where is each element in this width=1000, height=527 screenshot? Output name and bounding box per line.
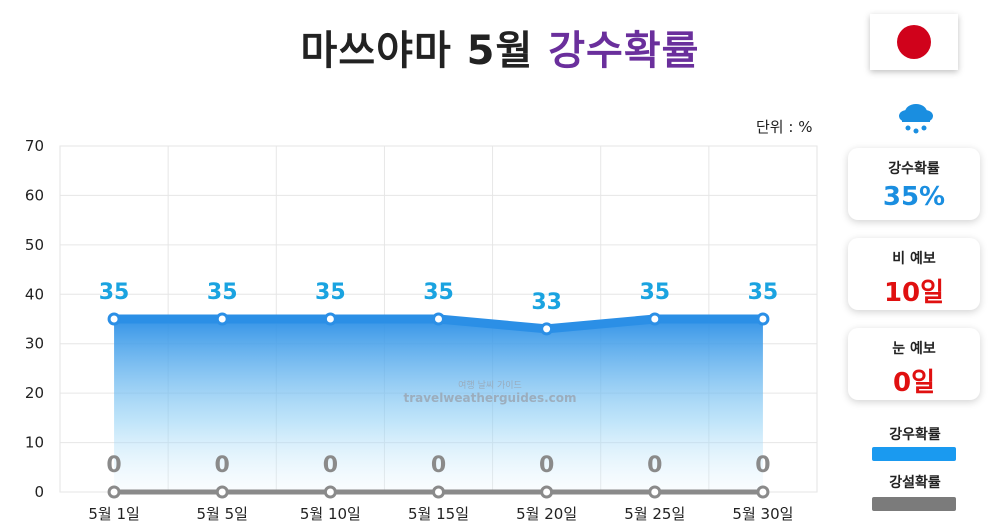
snow-data-label: 0 <box>431 453 446 478</box>
x-tick-label: 5월 30일 <box>732 505 793 523</box>
rain-data-label: 35 <box>207 280 238 305</box>
rain-forecast-card: 비 예보 10일 <box>848 238 980 310</box>
snow-data-label: 0 <box>755 453 770 478</box>
rain-cloud-icon <box>899 104 933 134</box>
title-main: 마쓰야마 5월 <box>300 28 534 74</box>
snow-point <box>756 485 770 499</box>
legend-snow-swatch <box>872 497 956 511</box>
y-tick-label: 70 <box>25 137 44 155</box>
japan-flag-icon <box>870 14 958 70</box>
legend-rain-label: 강우확률 <box>889 427 941 443</box>
rain-data-label: 35 <box>423 280 454 305</box>
snow-data-label: 0 <box>647 453 662 478</box>
y-tick-label: 10 <box>25 434 44 452</box>
snow-point <box>215 485 229 499</box>
y-tick-label: 0 <box>34 483 44 501</box>
rain-area <box>114 319 763 492</box>
y-tick-label: 50 <box>25 236 44 254</box>
watermark: 여행 날씨 가이드 travelweatherguides.com <box>380 378 600 405</box>
y-tick-label: 30 <box>25 335 44 353</box>
snow-point <box>107 485 121 499</box>
snow-point <box>540 485 554 499</box>
snow-point <box>432 485 445 499</box>
legend-snow-label: 강설확률 <box>889 475 941 491</box>
unit-label: 단위 : % <box>756 118 813 136</box>
snow-forecast-card: 눈 예보 0일 <box>848 328 980 400</box>
rain-point <box>323 312 337 326</box>
y-tick-label: 40 <box>25 285 44 303</box>
precip-prob-label: 강수확률 <box>888 161 940 177</box>
x-tick-label: 5월 5일 <box>196 505 247 523</box>
precip-prob-value: 35% <box>882 182 946 212</box>
snow-forecast-label: 눈 예보 <box>892 341 936 357</box>
rain-point <box>540 322 554 336</box>
precip-chart: 0 10 20 30 40 50 60 70 5월 1일 5월 5일 5월 10일 5월 15일 5월 … <box>25 137 818 523</box>
y-tick-label: 60 <box>25 186 44 204</box>
snow-data-label: 0 <box>539 453 554 478</box>
rain-data-label: 35 <box>639 280 670 305</box>
x-tick-label: 5월 20일 <box>516 505 577 523</box>
snow-data-label: 0 <box>323 453 338 478</box>
snow-data-label: 0 <box>106 453 121 478</box>
snow-point <box>648 485 662 499</box>
rain-point <box>432 312 445 326</box>
rain-forecast-value: 10일 <box>883 278 945 308</box>
watermark-line2: travelweatherguides.com <box>403 391 577 405</box>
page-title: 마쓰야마 5월 강수확률 <box>0 18 1000 76</box>
rain-data-label: 33 <box>531 290 562 315</box>
precip-prob-card: 강수확률 35% <box>848 148 980 220</box>
rain-point <box>215 312 229 326</box>
title-accent: 강수확률 <box>548 28 700 74</box>
rain-forecast-label: 비 예보 <box>892 251 936 267</box>
y-tick-label: 20 <box>25 384 44 402</box>
watermark-line1: 여행 날씨 가이드 <box>458 381 522 391</box>
x-tick-label: 5월 1일 <box>88 505 139 523</box>
rain-data-label: 35 <box>315 280 346 305</box>
snow-data-label: 0 <box>215 453 230 478</box>
x-tick-label: 5월 15일 <box>408 505 469 523</box>
rain-point <box>756 312 770 326</box>
snow-forecast-value: 0일 <box>892 368 935 398</box>
snow-point <box>323 485 337 499</box>
rain-point <box>648 312 662 326</box>
rain-point <box>107 312 121 326</box>
x-tick-label: 5월 25일 <box>624 505 685 523</box>
legend-rain-swatch <box>872 447 956 461</box>
rain-data-label: 35 <box>99 280 130 305</box>
x-tick-label: 5월 10일 <box>300 505 361 523</box>
rain-data-label: 35 <box>748 280 779 305</box>
